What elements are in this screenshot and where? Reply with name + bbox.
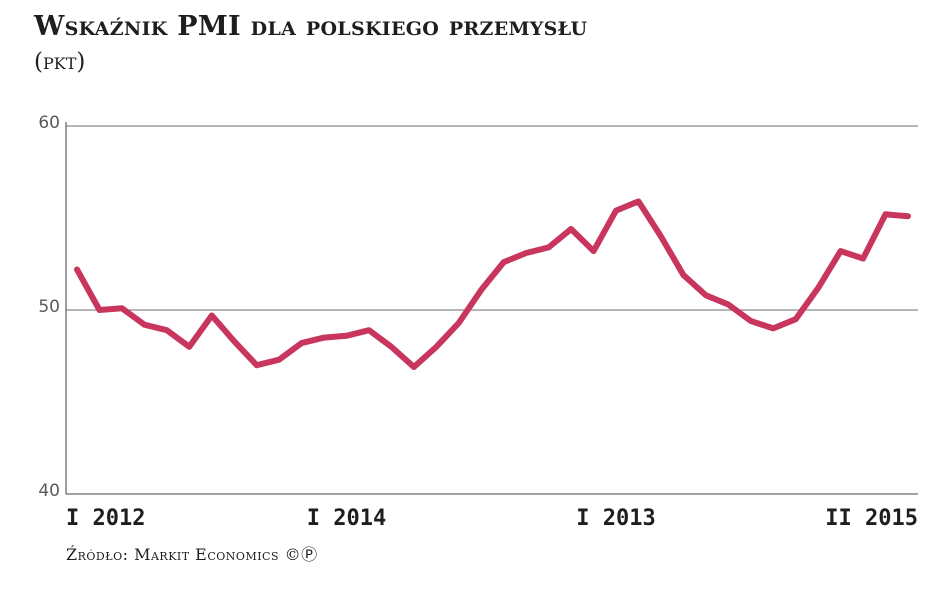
pmi-series-line (74, 198, 911, 370)
data-point (231, 338, 237, 344)
data-point (613, 208, 619, 214)
data-point (119, 305, 125, 311)
data-point (905, 213, 911, 219)
data-point (411, 364, 417, 370)
data-point (883, 211, 889, 217)
chart-unit-label: (pkt) (34, 49, 86, 75)
data-point (658, 233, 664, 239)
data-point (680, 272, 686, 278)
tick-labels: 40 50 60 I 2012 I 2014 I 2013 II 2015 (38, 113, 918, 531)
data-point (636, 198, 642, 204)
data-point (568, 226, 574, 232)
y-tick-label: 40 (38, 481, 60, 501)
data-point (456, 320, 462, 326)
data-point (703, 292, 709, 298)
data-point (97, 307, 103, 313)
data-point (793, 316, 799, 322)
y-tick-label: 60 (38, 113, 60, 133)
gridlines (66, 125, 918, 311)
data-point (366, 327, 372, 333)
data-point (209, 313, 215, 319)
data-point (546, 244, 552, 250)
data-point (478, 287, 484, 293)
axes (65, 122, 918, 495)
data-point (344, 333, 350, 339)
y-tick-label: 50 (38, 297, 60, 317)
data-point (321, 335, 327, 341)
data-point (141, 322, 147, 328)
x-tick-label: II 2015 (825, 506, 918, 531)
data-point (74, 267, 80, 273)
data-point (164, 327, 170, 333)
data-point (501, 259, 507, 265)
x-tick-label: I 2013 (576, 506, 655, 531)
data-point (591, 248, 597, 254)
source-note: Źródło: Markit Economics ©Ⓟ (66, 545, 318, 564)
data-point (433, 344, 439, 350)
data-point (838, 248, 844, 254)
data-point (815, 285, 821, 291)
series (74, 198, 911, 370)
data-point (254, 362, 260, 368)
data-point (523, 250, 529, 256)
data-point (725, 302, 731, 308)
x-tick-label: I 2012 (66, 506, 145, 531)
data-point (186, 344, 192, 350)
x-tick-label: I 2014 (307, 506, 386, 531)
data-point (748, 318, 754, 324)
data-point (276, 357, 282, 363)
data-point (388, 344, 394, 350)
data-point (770, 325, 776, 331)
data-point (299, 340, 305, 346)
chart-title: Wskaźnik PMI dla polskiego przemysłu (34, 11, 588, 42)
data-point (860, 256, 866, 262)
